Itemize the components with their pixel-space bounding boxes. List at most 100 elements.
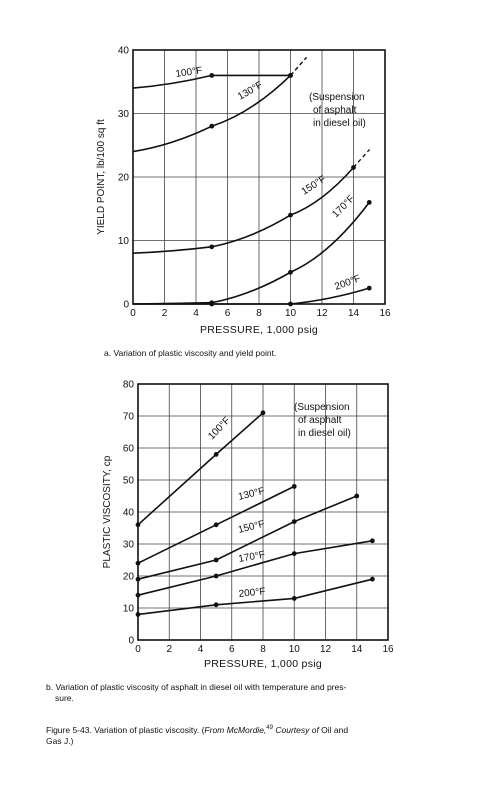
- chart2-series-line: [137, 495, 358, 580]
- chart1-data-point: [288, 301, 293, 307]
- chart2-y-tick-label: 30: [123, 540, 135, 551]
- chart1-x-tick-label: 16: [379, 308, 391, 319]
- chart2-annotation-line: (Suspension: [294, 402, 350, 413]
- chart1-annotation-line: (Suspension: [309, 92, 365, 103]
- chart2-y-tick-label: 60: [123, 444, 135, 455]
- chart1-caption: a. Variation of plastic viscosity and yi…: [104, 348, 276, 358]
- figure-caption-line2: Gas J.): [46, 735, 74, 746]
- chart1-data-point: [209, 123, 215, 129]
- chart1-x-tick-label: 0: [130, 308, 136, 319]
- chart2-x-tick-label: 2: [166, 644, 172, 655]
- chart2-y-tick-label: 80: [123, 380, 135, 391]
- chart1-annotation-line: of asphalt: [313, 105, 357, 116]
- chart1-data-point: [366, 200, 372, 205]
- chart1-x-tick-label: 4: [193, 308, 199, 319]
- chart1-series-extrapolation: [290, 56, 307, 76]
- chart1-data-point: [209, 73, 215, 78]
- chart2-data-point: [369, 538, 375, 544]
- chart1-series-extrapolation: [353, 149, 370, 168]
- chart2-data-point: [135, 560, 141, 566]
- chart2-y-tick-label: 70: [123, 412, 135, 423]
- chart1-series-line: [132, 201, 370, 305]
- chart1-data-point: [209, 301, 215, 307]
- chart2-series-label: 100°F: [206, 415, 233, 442]
- figure-caption-text: Figure 5-43. Variation of plastic viscos…: [46, 724, 205, 735]
- chart2-data-point: [135, 592, 141, 598]
- chart2-data-point: [291, 484, 297, 489]
- chart2-data-point: [213, 573, 219, 579]
- chart1-y-tick-label: 40: [118, 46, 130, 57]
- chart2-data-point: [354, 493, 360, 499]
- chart2-series-line: [137, 578, 373, 616]
- chart2-y-tick-label: 20: [123, 572, 135, 583]
- chart2-y-axis-label: PLASTIC VISCOSITY, cp: [102, 455, 113, 568]
- figure-caption-journal-end: Gas J.: [46, 735, 71, 746]
- chart2-data-point: [260, 410, 266, 416]
- chart2-data-point: [135, 576, 141, 582]
- chart2-series-line: [137, 412, 264, 526]
- chart2-data-point: [291, 519, 297, 524]
- chart2-data-point: [213, 557, 219, 563]
- figure-caption-source: From McMordie,: [204, 724, 267, 735]
- chart2-y-tick-label: 0: [128, 636, 134, 647]
- chart2-plot-frame: [137, 383, 389, 641]
- chart2-data-point: [213, 522, 219, 528]
- chart1-x-tick-label: 8: [256, 308, 262, 319]
- chart1-x-tick-label: 10: [285, 308, 297, 319]
- chart2-data-point: [369, 576, 375, 582]
- chart1-y-tick-label: 30: [118, 109, 130, 120]
- chart2-data-point: [135, 522, 141, 528]
- figure-caption: Figure 5-43. Variation of plastic viscos…: [46, 723, 466, 747]
- chart1-data-point: [366, 285, 372, 291]
- chart2-x-tick-label: 4: [198, 644, 204, 655]
- chart2-x-tick-label: 12: [320, 644, 332, 655]
- chart2-y-tick-label: 40: [123, 508, 135, 519]
- chart2-x-tick-label: 0: [135, 644, 141, 655]
- figure-caption-line1: Figure 5-43. Variation of plastic viscos…: [46, 723, 466, 736]
- chart2-data-point: [213, 602, 219, 608]
- chart1-series-label: 200°F: [333, 273, 362, 293]
- chart1-series-line: [132, 166, 355, 254]
- chart2-series-label: 130°F: [237, 486, 266, 503]
- chart2-y-tick-label: 50: [123, 476, 135, 487]
- chart1-x-tick-label: 12: [316, 308, 328, 319]
- chart2-data-point: [135, 612, 141, 617]
- chart2-data-point: [291, 551, 297, 556]
- figure-caption-journal: Oil and: [318, 724, 349, 735]
- chart2-series-line: [137, 540, 373, 596]
- chart1-data-point: [288, 212, 293, 218]
- chart1-y-tick-label: 10: [118, 236, 130, 247]
- chart1-annotation-line: in diesel oil): [313, 118, 366, 129]
- chart2-series-label: 150°F: [237, 519, 266, 536]
- chart2-x-tick-label: 8: [260, 644, 266, 655]
- chart1-x-axis-label: PRESSURE, 1,000 psig: [200, 324, 318, 336]
- chart1-data-point: [351, 165, 356, 170]
- chart1-series-label: 100°F: [175, 65, 203, 80]
- chart2-series-label: 200°F: [238, 586, 266, 600]
- chart2-annotation-line: of asphalt: [298, 415, 342, 426]
- chart2-caption: b. Variation of plastic viscosity of asp…: [46, 682, 346, 692]
- figure-caption-ref: 49: [266, 725, 273, 731]
- chart2-x-tick-label: 6: [229, 644, 235, 655]
- chart1-series-label: 130°F: [236, 80, 265, 103]
- chart2-annotation-line: in diesel oil): [298, 428, 351, 439]
- chart1-x-tick-label: 6: [225, 308, 231, 319]
- chart2-x-tick-label: 14: [351, 644, 363, 655]
- chart1-y-axis-label: YIELD POINT, lb/100 sq ft: [96, 119, 107, 235]
- chart2-caption-cont: sure.: [55, 693, 74, 703]
- chart1-data-point: [209, 244, 215, 250]
- chart2-x-tick-label: 16: [382, 644, 394, 655]
- chart2-x-tick-label: 10: [289, 644, 301, 655]
- chart2-data-point: [213, 452, 219, 457]
- chart1-series-line: [132, 287, 370, 305]
- chart1-x-tick-label: 2: [162, 308, 168, 319]
- chart2-data-point: [291, 596, 297, 601]
- chart1-series-label: 170°F: [330, 193, 357, 220]
- chart2-series-label: 170°F: [238, 549, 266, 564]
- chart2-y-tick-label: 10: [123, 604, 135, 615]
- chart1-data-point: [288, 269, 293, 275]
- figure-caption-courtesy: Courtesy of: [272, 724, 319, 735]
- chart1-x-tick-label: 14: [348, 308, 360, 319]
- chart2-x-axis-label: PRESSURE, 1,000 psig: [204, 658, 322, 670]
